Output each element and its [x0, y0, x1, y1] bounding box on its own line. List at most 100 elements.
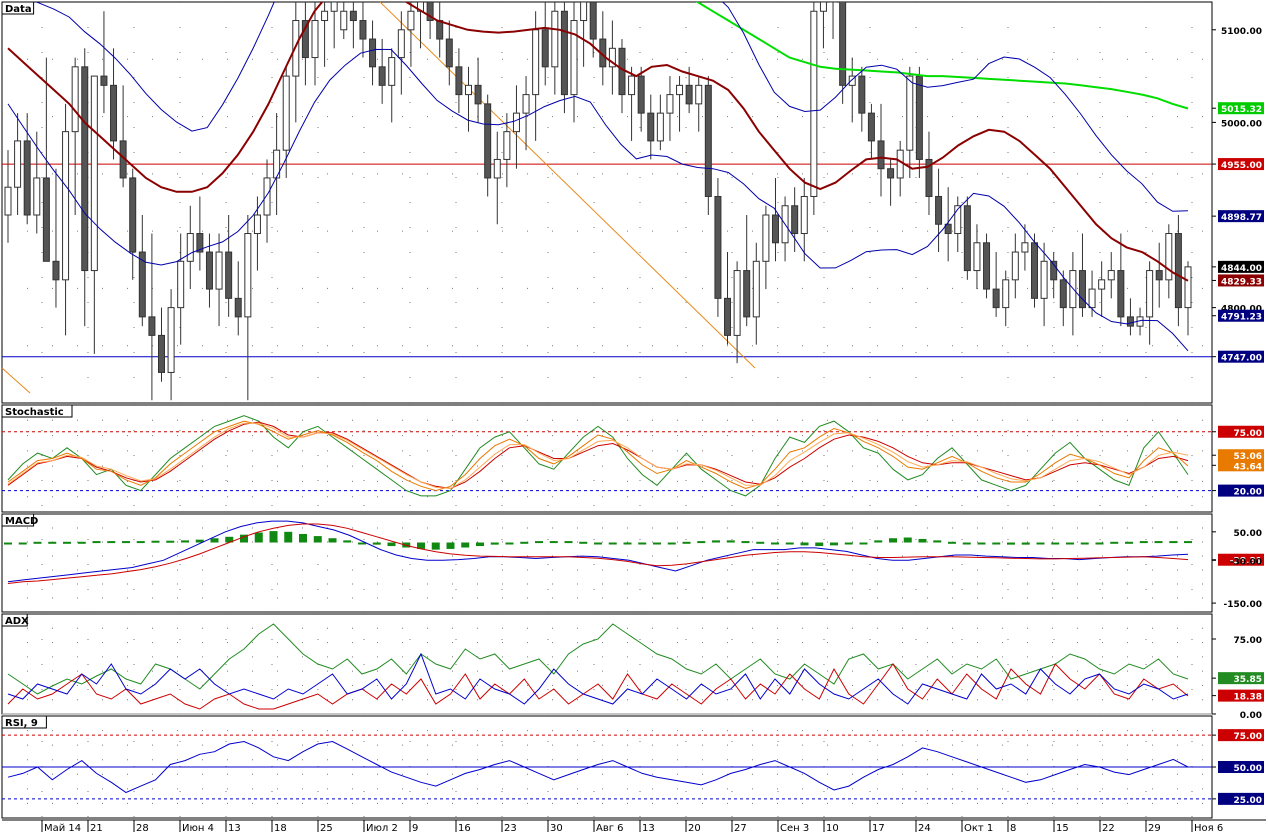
x-axis-label: Сен 3	[780, 823, 809, 834]
candle-body	[359, 20, 367, 40]
macd-histogram-bar	[269, 531, 278, 543]
candle-body	[330, 2, 338, 12]
macd-histogram-bar	[33, 541, 42, 544]
pane-title: RSI, 9	[5, 718, 38, 729]
candle-body	[628, 75, 636, 96]
pane-title: ADX	[5, 616, 29, 627]
macd-histogram-bar	[4, 542, 12, 545]
candle-body	[743, 270, 751, 318]
macd-histogram-bar	[1080, 542, 1089, 545]
candle-body	[848, 75, 856, 86]
candle-body	[186, 233, 194, 262]
candle-body	[704, 84, 712, 197]
axis-value-label: 0.00	[1240, 711, 1262, 721]
candle-body	[867, 112, 875, 142]
candle-body	[14, 140, 22, 188]
macd-histogram-bar	[682, 541, 691, 544]
candle-body	[973, 242, 981, 272]
candle-body	[1078, 270, 1086, 309]
axis-value-badge	[1218, 210, 1264, 223]
candle-body	[560, 10, 568, 96]
x-axis-label: 16	[458, 823, 471, 834]
candle-body	[983, 242, 991, 290]
macd-histogram-bar	[844, 542, 853, 545]
macd-histogram-bar	[859, 542, 868, 545]
candle-body	[52, 260, 60, 281]
axis-value-label: 4800.00	[1221, 305, 1262, 315]
macd-histogram-bar	[933, 540, 942, 543]
axis-value-label: -28.31	[1230, 557, 1262, 567]
candle-body	[1165, 233, 1173, 281]
macd-histogram-bar	[874, 540, 883, 543]
pane-title-box	[1, 1, 35, 15]
candle-body	[532, 29, 540, 96]
candle-body	[618, 47, 626, 96]
macd-histogram-bar	[1095, 542, 1104, 545]
x-axis-label: 24	[918, 823, 931, 834]
candle-body	[676, 84, 684, 96]
candle-body	[551, 10, 559, 68]
candle-body	[167, 307, 175, 373]
candle-body	[752, 260, 760, 318]
macd-histogram-bar	[1051, 542, 1060, 545]
axis-value-label: -150.00	[1224, 600, 1262, 610]
axis-value-label: 18.38	[1234, 693, 1262, 703]
macd-histogram-bar	[1184, 541, 1192, 544]
macd-histogram-bar	[505, 542, 514, 545]
x-axis-label: 27	[734, 823, 747, 834]
series-line-2	[7, 420, 1189, 492]
candle-body	[397, 29, 405, 59]
candle-body	[474, 84, 482, 105]
candle-body	[177, 260, 185, 309]
axis-value-label: 4829.33	[1221, 277, 1262, 287]
axis-value-label: 5000.00	[1221, 119, 1262, 129]
series-line-0	[7, 740, 1189, 794]
axis-value-badge	[1218, 484, 1264, 497]
pane-title-box	[1, 513, 35, 527]
pane-4: RSI, 9 75.00 50.00 25.00	[1, 715, 1264, 819]
axis-value-label: 75.00	[1234, 429, 1262, 439]
candle-body	[714, 195, 722, 299]
candle-body	[455, 66, 463, 96]
axis-value-label: 4791.23	[1221, 313, 1262, 323]
x-axis-label: 20	[688, 823, 701, 834]
pane-frame	[1, 513, 1213, 613]
axis-value-badge	[1218, 425, 1264, 438]
axis-value-label: 50.00	[1234, 529, 1262, 539]
candle-body	[148, 316, 156, 336]
x-axis-label: 29	[1148, 823, 1161, 834]
macd-histogram-bar	[313, 536, 322, 543]
candle-body	[493, 158, 501, 179]
x-axis-label: Авг 6	[596, 823, 624, 834]
candle-body	[1050, 260, 1058, 281]
macd-histogram-bar	[667, 542, 676, 545]
candle-body	[1146, 270, 1154, 318]
macd-histogram-bar	[151, 540, 160, 543]
macd-histogram-bar	[549, 541, 558, 544]
macd-histogram-bar	[181, 540, 189, 543]
axis-value-badge	[1218, 102, 1264, 115]
candle-body	[925, 158, 933, 197]
candle-body	[71, 66, 79, 133]
pane-title-box	[1, 404, 73, 418]
macd-histogram-bar	[977, 542, 986, 545]
candle-body	[819, 2, 827, 12]
pane-title: Data	[5, 4, 32, 15]
x-axis: Май 14 21 28 Июн 4 13 18 25 Июл 2 9 16 23 30 Авг 6 13…	[2, 819, 1266, 834]
plot-area	[4, 2, 1192, 401]
macd-histogram-bar	[1021, 542, 1030, 545]
candle-body	[589, 2, 597, 40]
macd-histogram-bar	[166, 540, 175, 543]
axis-value-badge	[1218, 158, 1264, 171]
macd-histogram-bar	[1066, 542, 1074, 545]
macd-histogram-bar	[918, 538, 927, 543]
macd-histogram-bar	[697, 541, 706, 544]
candle-body	[369, 38, 377, 68]
macd-histogram-bar	[328, 538, 337, 543]
macd-histogram-bar	[461, 542, 470, 548]
envelope-upper	[34, 2, 1189, 212]
candle-body	[81, 66, 89, 272]
macd-histogram-bar	[1125, 541, 1133, 544]
candle-body	[196, 233, 204, 253]
series-line-1	[695, 2, 1189, 110]
